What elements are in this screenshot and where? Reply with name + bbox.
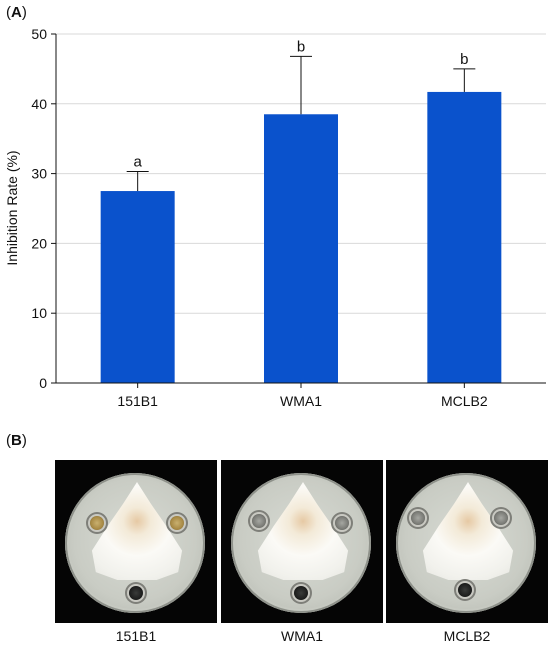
significance-label: b — [297, 38, 305, 55]
bar — [100, 191, 175, 383]
plate-photo-wma1 — [221, 460, 383, 623]
plate-photo-mclb2 — [386, 460, 548, 623]
photo-label-151b1: 151B1 — [115, 628, 157, 644]
plate-photo-151b1 — [55, 460, 217, 623]
bar-chart: a b b 0 10 20 30 40 50 151B1 WMA1 MCLB2 Inhibition… — [4, 26, 546, 409]
y-tick-label: 10 — [31, 305, 47, 321]
well-bottom — [290, 582, 312, 604]
panel-b-letter: B — [11, 432, 22, 449]
panel-b-label: (B) — [6, 432, 27, 449]
well-left — [86, 512, 108, 534]
well-bottom — [454, 579, 476, 601]
photo-label-mclb2: MCLB2 — [443, 628, 491, 644]
y-tick-label: 40 — [31, 96, 47, 112]
y-tick-label: 20 — [31, 235, 47, 251]
x-tick-label: MCLB2 — [441, 393, 488, 409]
y-axis-title: Inhibition Rate (%) — [4, 150, 20, 265]
significance-label: a — [133, 154, 142, 171]
x-tick-label: WMA1 — [280, 393, 322, 409]
y-tick-label: 30 — [31, 166, 47, 182]
well-right — [166, 512, 188, 534]
y-tick-label: 0 — [39, 375, 47, 391]
bars: a b b — [100, 38, 502, 384]
significance-label: b — [460, 51, 468, 68]
well-right — [331, 512, 353, 534]
y-tick-label: 50 — [31, 26, 47, 42]
x-tick-label: 151B1 — [117, 393, 158, 409]
well-left — [248, 510, 270, 532]
well-left — [407, 507, 429, 529]
bar — [427, 91, 502, 384]
panel-a-label: (A) — [6, 4, 27, 21]
well-right — [490, 507, 512, 529]
photo-label-wma1: WMA1 — [281, 628, 323, 644]
bar — [264, 114, 338, 384]
axes: 0 10 20 30 40 50 151B1 WMA1 MCLB2 — [31, 26, 546, 409]
well-bottom — [125, 582, 147, 604]
panel-a-letter: A — [11, 4, 22, 21]
